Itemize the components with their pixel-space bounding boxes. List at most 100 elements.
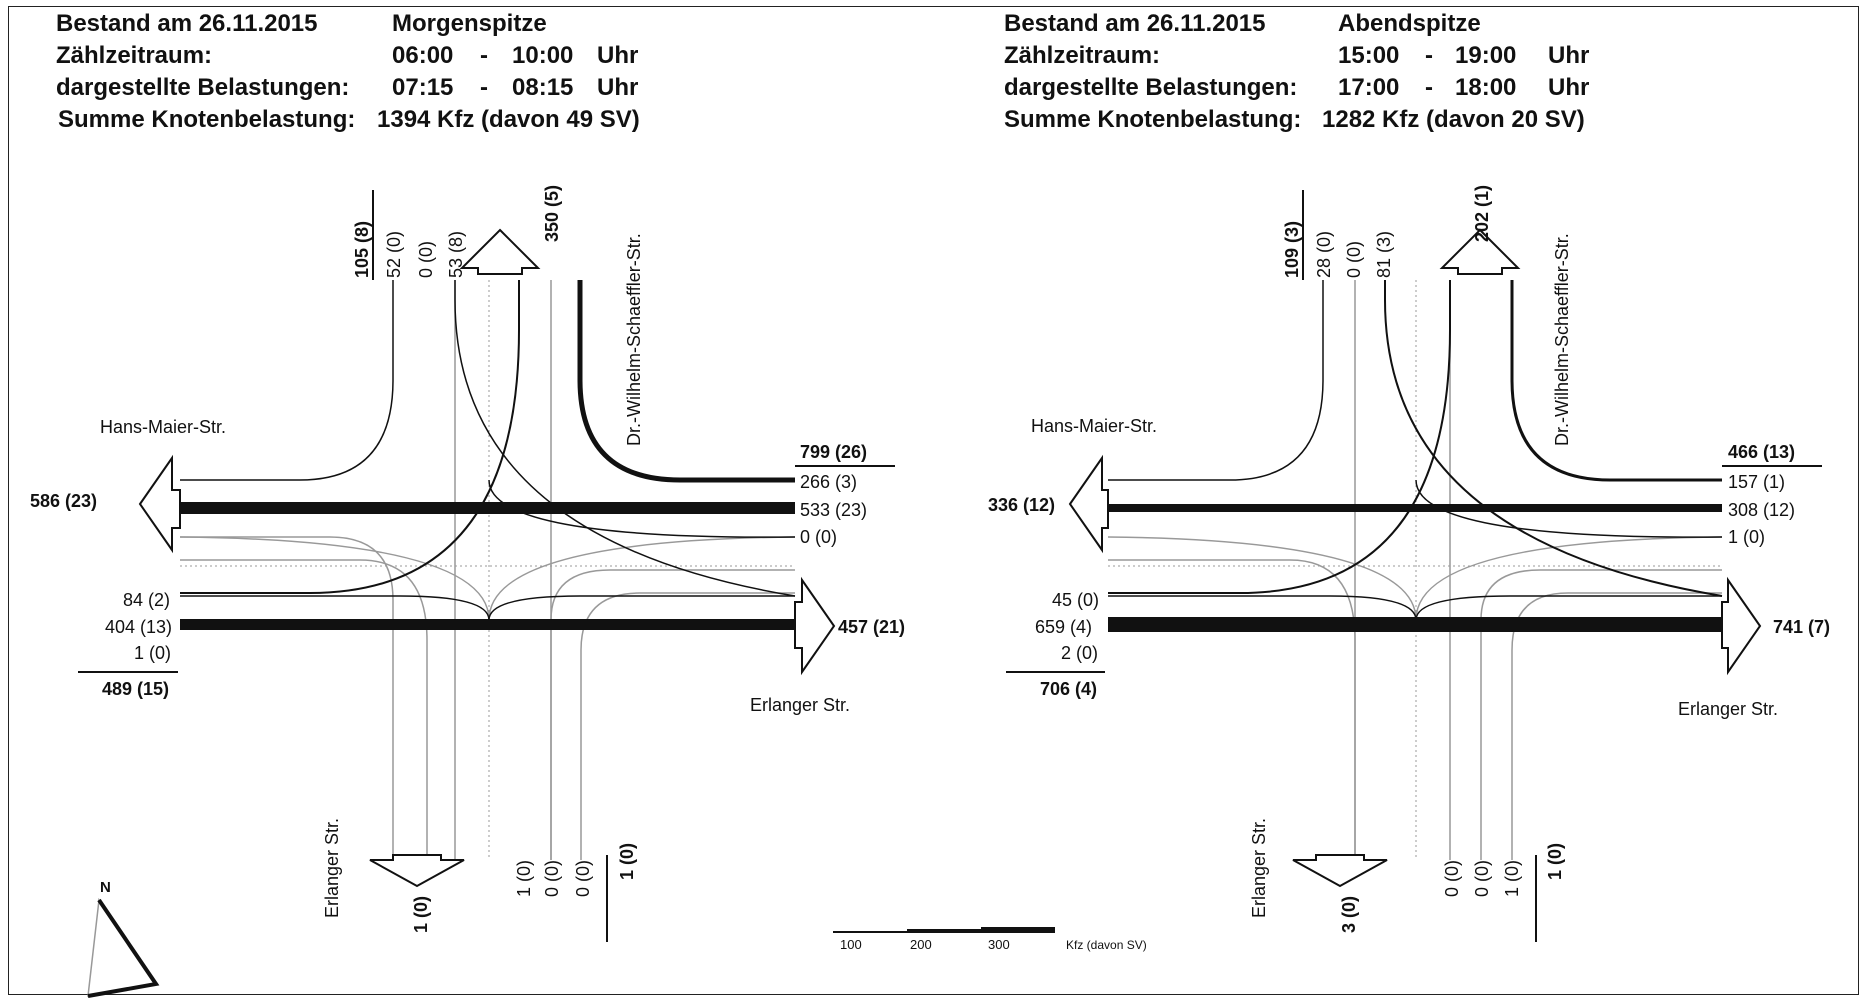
south-lane-label: 0 (0) [1442,860,1462,897]
south-lane-label: 0 (0) [573,860,593,897]
header-count-from: 06:00 [392,42,454,69]
header-evening: Bestand am 26.11.2015 Abendspitze Zählzei… [1004,8,1624,136]
lane-north-left [1384,280,1723,597]
street-name-east: Erlanger Str. [750,695,850,715]
lane-west-through [180,619,795,630]
street-name-east: Erlanger Str. [1678,699,1778,719]
west-lane-label: 45 (0) [1052,590,1099,610]
header-shown-to: 08:15 [512,74,574,101]
lane-east-left-curve [1415,479,1723,538]
street-name-north: Dr.-Wilhelm-Schaeffler-Str. [1552,233,1572,446]
south-outbound-arrow [369,854,465,888]
header-shown-from: 17:00 [1338,74,1400,101]
scale-tick-label: 200 [910,937,932,952]
street-name-west: Hans-Maier-Str. [1031,416,1157,436]
header-unit: Uhr [597,42,639,69]
north-lane-label: 53 (8) [446,231,466,278]
lane-north-right [180,280,394,481]
header-unit: Uhr [1548,74,1590,101]
header-node-sum-label: Summe Knotenbelastung: [1004,106,1302,133]
street-name-south: Erlanger Str. [1249,818,1269,918]
header-node-sum-label: Summe Knotenbelastung: [58,106,356,133]
west-outbound-total: 336 (12) [988,495,1055,515]
south-lane-label: 1 (0) [1502,860,1522,897]
south-outbound-total: 1 (0) [411,896,431,933]
south-inbound-total: 1 (0) [617,843,637,880]
header-period-name: Morgenspitze [392,10,547,37]
lane-west-through [1108,617,1722,632]
lane-east-right [1510,280,1722,482]
header-node-sum-value: 1282 Kfz (davon 20 SV) [1322,106,1585,133]
header-morning: Bestand am 26.11.2015 Morgenspitze Zählze… [56,8,676,136]
scale-unit-label: Kfz (davon SV) [1066,938,1147,952]
header-count-to: 10:00 [512,42,574,69]
scale-tick-label: 100 [840,937,862,952]
lane-north-right [1108,280,1324,481]
west-outbound-arrow [138,454,181,554]
east-inbound-total: 799 (26) [800,442,867,462]
south-inbound-total: 1 (0) [1545,843,1565,880]
street-name-north: Dr.-Wilhelm-Schaeffler-Str. [624,233,644,446]
west-outbound-total: 586 (23) [30,491,97,511]
west-lane-label: 84 (2) [123,590,170,610]
street-name-south: Erlanger Str. [322,818,342,918]
intersection-morning: 105 (8) 52 (0) 0 (0) 53 (8) 350 (5) Dr.-… [30,185,905,942]
header-dash: - [480,74,488,101]
north-lane-label: 81 (3) [1374,231,1394,278]
south-outbound-total: 3 (0) [1339,896,1359,933]
south-lane-label: 0 (0) [542,860,562,897]
header-unit: Uhr [597,74,639,101]
street-name-west: Hans-Maier-Str. [100,417,226,437]
header-dash: - [480,42,488,69]
north-arrow: N [87,879,160,998]
east-inbound-total: 466 (13) [1728,442,1795,462]
west-lane-label: 404 (13) [105,617,172,637]
scale-bar-300 [981,927,1055,933]
header-count-period-label: Zählzeitraum: [1004,42,1161,69]
north-lane-label: 0 (0) [1344,241,1364,278]
header-count-period-label: Zählzeitraum: [56,42,213,69]
north-lane-label: 52 (0) [384,231,404,278]
lane-lines-south [1107,280,1723,860]
east-outbound-arrow [1721,576,1762,676]
header-period-name: Abendspitze [1338,10,1481,37]
intersection-evening: 109 (3) 28 (0) 0 (0) 81 (3) 202 (1) Dr.-… [988,185,1830,942]
west-lane-label: 659 (4) [1035,617,1092,637]
south-lane-label: 1 (0) [514,860,534,897]
north-outbound-arrow [1439,228,1521,275]
east-lane-label: 157 (1) [1728,472,1785,492]
east-outbound-arrow [794,576,836,676]
north-lane-label: 0 (0) [416,241,436,278]
scale-legend: 100 200 300 Kfz (davon SV) [833,927,1147,952]
east-lane-label: 266 (3) [800,472,857,492]
north-inbound-total: 109 (3) [1282,221,1302,278]
north-arrow-label: N [100,879,111,896]
north-lane-label: 28 (0) [1314,231,1334,278]
east-outbound-total: 457 (21) [838,617,905,637]
lane-lines-south [179,280,796,860]
north-arrow-shape [87,897,158,997]
header-shown-load-label: dargestellte Belastungen: [56,74,350,101]
north-inbound-total: 105 (8) [352,221,372,278]
lane-north-left [454,280,796,597]
scale-bar-100 [833,931,907,933]
scale-tick-label: 300 [988,937,1010,952]
north-outbound-arrow [459,228,541,275]
west-lane-label: 1 (0) [134,643,171,663]
header-count-to: 19:00 [1455,42,1517,69]
lane-east-right [577,280,795,483]
east-lane-label: 308 (12) [1728,500,1795,520]
north-outbound-total: 350 (5) [542,185,562,242]
header-date: Bestand am 26.11.2015 [56,10,318,37]
header-date: Bestand am 26.11.2015 [1004,10,1266,37]
scale-bar-200 [907,929,981,933]
north-outbound-total: 202 (1) [1472,185,1492,242]
east-lane-label: 533 (23) [800,500,867,520]
header-shown-to: 18:00 [1455,74,1517,101]
north-arrow-edge [87,898,160,998]
lane-east-through [1108,504,1722,512]
east-lane-label: 1 (0) [1728,527,1765,547]
lane-west-left [180,280,520,594]
west-lane-label: 2 (0) [1061,643,1098,663]
